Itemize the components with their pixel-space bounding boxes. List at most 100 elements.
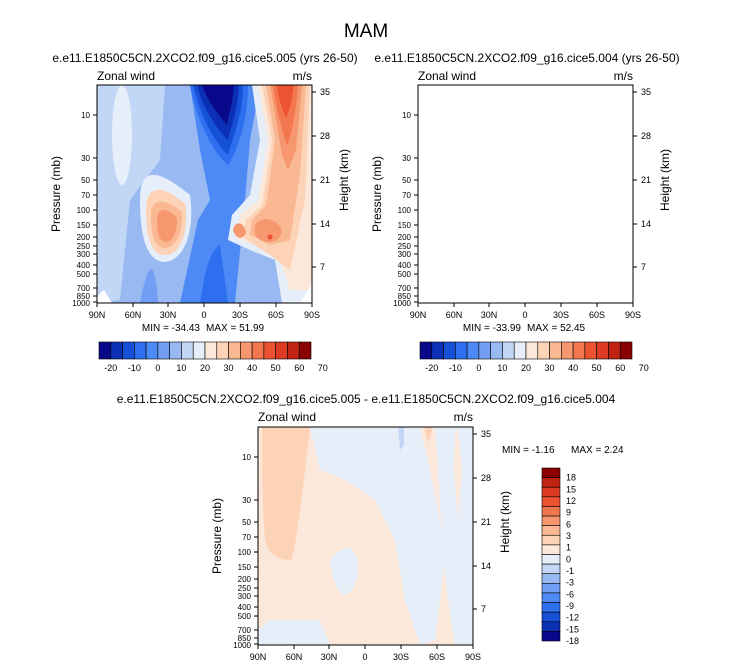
- colorbar-label: 50: [271, 363, 281, 373]
- colorbar-box: [502, 341, 515, 360]
- colorbar-label: -20: [425, 363, 438, 373]
- panel-left-x-tick-labels: 90N 60N 30N 0 30S 60S 90S: [89, 310, 320, 320]
- colorbar-label: 10: [176, 363, 186, 373]
- y-tick-label: 50: [242, 518, 251, 527]
- y-tick-label: 850: [398, 292, 412, 301]
- colorbar-label: 60: [294, 363, 304, 373]
- y-tick-label: 500: [398, 270, 412, 279]
- y-tick-label: 200: [238, 575, 252, 584]
- colorbar-box: [572, 341, 586, 360]
- colorbar-box: [513, 341, 527, 360]
- panel-diff-field-label: Zonal wind: [258, 410, 316, 424]
- colorbar-box: [110, 341, 123, 360]
- y2-tick-label: 28: [641, 131, 651, 141]
- colorbar-box: [541, 583, 561, 594]
- colorbar-box: [169, 341, 182, 360]
- panel-diff-y2-axis-label: Height (km): [498, 491, 512, 553]
- colorbar-label: 60: [615, 363, 625, 373]
- colorbar-box: [541, 515, 561, 526]
- y2-tick-label: 21: [320, 175, 330, 185]
- colorbar-label: 9: [566, 508, 571, 518]
- colorbar-box: [541, 554, 561, 565]
- y2-tick-label: 7: [641, 262, 646, 272]
- colorbar-box: [584, 341, 597, 360]
- colorbar-label: 50: [592, 363, 602, 373]
- colorbar-box: [455, 341, 468, 360]
- colorbar-label: -10: [128, 363, 141, 373]
- colorbar-box: [216, 341, 229, 360]
- y-tick-label: 850: [238, 634, 252, 643]
- colorbar-box: [145, 341, 159, 360]
- colorbar-label: 30: [545, 363, 555, 373]
- panel-diff-y2-tick-labels: 35 28 21 14 7: [481, 429, 491, 614]
- colorbar-label: -15: [566, 624, 579, 634]
- colorbar-box: [541, 602, 561, 613]
- colorbar-box: [431, 341, 444, 360]
- panel-left-ticks: [93, 91, 316, 307]
- x-tick-label: 90N: [250, 652, 267, 662]
- colorbar-box: [541, 525, 561, 536]
- colorbar-label: -3: [566, 578, 574, 588]
- y-tick-label: 100: [238, 548, 252, 557]
- panel-diff-ticks: [254, 433, 477, 649]
- colorbar-label: 0: [566, 554, 571, 564]
- colorbar-label: 12: [566, 496, 576, 506]
- colorbar-box: [466, 341, 480, 360]
- x-tick-label: 90S: [465, 652, 481, 662]
- colorbar-label: 0: [155, 363, 160, 373]
- y-tick-label: 700: [398, 284, 412, 293]
- colorbar-box: [157, 341, 170, 360]
- colorbar-label: -9: [566, 601, 574, 611]
- colorbar-box: [541, 573, 561, 584]
- y-tick-label: 500: [77, 270, 91, 279]
- colorbar-box: [228, 341, 241, 360]
- panel-diff-max: MAX = 2.24: [571, 445, 624, 456]
- y-tick-label: 10: [402, 111, 411, 120]
- colorbar-box: [561, 341, 574, 360]
- y-tick-label: 1000: [72, 299, 90, 308]
- colorbar-box: [541, 563, 561, 575]
- y-tick-label: 50: [402, 176, 411, 185]
- colorbar-label: 18: [566, 473, 576, 483]
- panel-right-y-tick-labels: 10 30 50 70 100 150 200 250 300 400 500 …: [393, 111, 411, 308]
- x-tick-label: 90N: [410, 310, 427, 320]
- x-tick-label: 60S: [589, 310, 605, 320]
- x-tick-label: 30N: [481, 310, 498, 320]
- x-tick-label: 30N: [160, 310, 177, 320]
- x-tick-label: 90S: [625, 310, 641, 320]
- y-tick-label: 400: [398, 261, 412, 270]
- y-tick-label: 300: [238, 592, 252, 601]
- y-tick-label: 30: [81, 154, 90, 163]
- colorbar-label: 0: [476, 363, 481, 373]
- panel-diff-title: e.e11.E1850C5CN.2XCO2.f09_g16.cice5.005 …: [117, 392, 616, 406]
- panel-left-y2-axis-label: Height (km): [337, 149, 351, 211]
- y-tick-label: 300: [398, 250, 412, 259]
- y2-tick-label: 21: [641, 175, 651, 185]
- y2-tick-label: 35: [481, 429, 491, 439]
- colorbar-label: 40: [568, 363, 578, 373]
- y2-tick-label: 7: [320, 262, 325, 272]
- x-tick-label: 0: [201, 310, 206, 320]
- colorbar-box: [419, 341, 433, 360]
- colorbar-box: [478, 341, 491, 360]
- panel-right-title: e.e11.E1850C5CN.2XCO2.f09_g16.cice5.004 …: [374, 51, 679, 65]
- y2-tick-label: 7: [481, 604, 486, 614]
- colorbar-box: [541, 506, 561, 517]
- y-tick-label: 200: [77, 233, 91, 242]
- x-tick-label: 60N: [446, 310, 463, 320]
- panel-right-y-axis-label: Pressure (mb): [370, 156, 384, 232]
- x-tick-label: 60S: [268, 310, 284, 320]
- colorbar-label: 3: [566, 531, 571, 541]
- panel-diff-y-axis-label: Pressure (mb): [210, 498, 224, 574]
- y-tick-label: 700: [238, 626, 252, 635]
- colorbar-label: 70: [639, 363, 649, 373]
- colorbar-box: [275, 341, 288, 360]
- x-tick-label: 30S: [232, 310, 248, 320]
- colorbar-box: [608, 341, 621, 360]
- colorbar-label: 20: [200, 363, 210, 373]
- y-tick-label: 150: [398, 221, 412, 230]
- colorbar-box: [490, 341, 503, 360]
- y-tick-label: 1000: [393, 299, 411, 308]
- y-tick-label: 10: [242, 453, 251, 462]
